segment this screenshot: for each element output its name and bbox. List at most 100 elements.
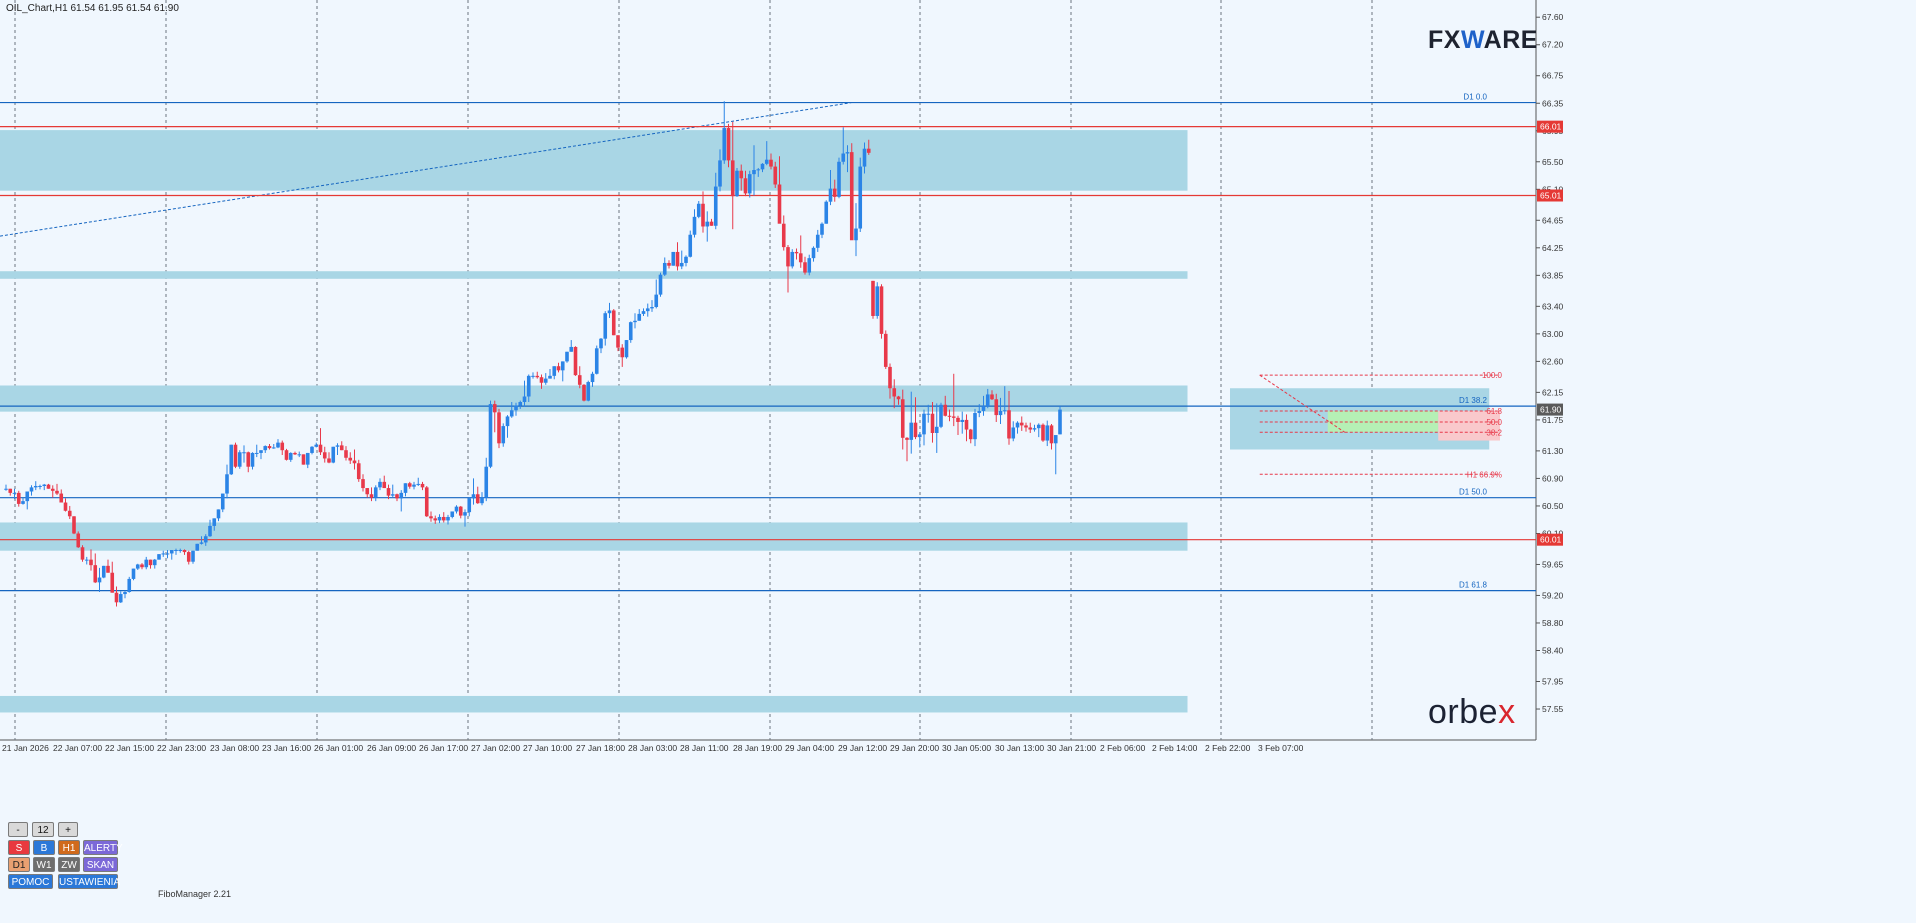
orbex-logo-part-a: orbe bbox=[1428, 693, 1499, 731]
level-label-6: D1 61.8 bbox=[1459, 581, 1488, 590]
zw-button[interactable]: ZW bbox=[58, 857, 80, 872]
y-tick-label-13: 62.15 bbox=[1542, 387, 1564, 397]
candle-body-8 bbox=[38, 485, 42, 487]
candle-body-139 bbox=[594, 348, 599, 374]
candle-body-211 bbox=[900, 399, 905, 438]
candle-body-190 bbox=[811, 247, 816, 259]
y-tick-label-16: 60.90 bbox=[1542, 473, 1564, 483]
buy-button[interactable]: B bbox=[33, 840, 55, 855]
candle-body-35 bbox=[152, 559, 157, 566]
candle-body-62 bbox=[267, 446, 272, 449]
candle-body-173 bbox=[739, 170, 744, 179]
candle-body-114 bbox=[488, 404, 493, 467]
candle-body-207 bbox=[883, 333, 888, 367]
candle-body-79 bbox=[339, 445, 344, 451]
candle-body-180 bbox=[769, 159, 773, 167]
price-badge-1 bbox=[1537, 189, 1563, 202]
candle-body-239 bbox=[1019, 422, 1024, 426]
candle-body-128 bbox=[548, 375, 552, 379]
x-tick-label-10: 27 Jan 10:00 bbox=[523, 743, 572, 753]
candle-body-105 bbox=[450, 511, 455, 517]
price-badge-3 bbox=[1537, 533, 1563, 546]
y-tick-label-6: 65.10 bbox=[1542, 184, 1564, 194]
decrease-button[interactable]: - bbox=[8, 822, 28, 837]
d1-button[interactable]: D1 bbox=[8, 857, 30, 872]
candle-body-149 bbox=[637, 313, 642, 321]
price-axis: 67.6067.2066.7566.3565.9565.5065.1064.65… bbox=[1536, 12, 1564, 714]
candle-body-21 bbox=[93, 565, 98, 583]
candle-body-90 bbox=[386, 488, 391, 496]
candle-body-238 bbox=[1015, 422, 1020, 428]
y-tick-label-21: 58.80 bbox=[1542, 618, 1564, 628]
candle-body-242 bbox=[1032, 428, 1037, 430]
candle-body-31 bbox=[135, 564, 140, 569]
price-badge-label-3: 60.01 bbox=[1540, 535, 1562, 545]
candle-body-34 bbox=[148, 559, 153, 566]
candle-body-188 bbox=[803, 262, 807, 273]
x-tick-label-0: 21 Jan 2026 bbox=[2, 743, 49, 753]
candle-body-56 bbox=[242, 452, 246, 454]
candle-body-148 bbox=[633, 320, 637, 323]
x-tick-label-2: 22 Jan 15:00 bbox=[105, 743, 154, 753]
candle-body-135 bbox=[577, 375, 582, 385]
y-tick-label-20: 59.20 bbox=[1542, 590, 1564, 600]
w1-button[interactable]: W1 bbox=[33, 857, 55, 872]
candle-body-193 bbox=[824, 201, 829, 224]
candle-body-247 bbox=[1053, 435, 1058, 444]
candle-body-232 bbox=[990, 394, 994, 400]
y-tick-label-3: 66.35 bbox=[1542, 98, 1564, 108]
y-tick-label-10: 63.40 bbox=[1542, 301, 1564, 311]
sell-button[interactable]: S bbox=[8, 840, 30, 855]
candle-body-201 bbox=[858, 166, 863, 229]
candle-body-107 bbox=[458, 506, 463, 516]
candle-body-163 bbox=[696, 203, 701, 217]
candle-body-117 bbox=[501, 426, 506, 444]
candle-body-166 bbox=[709, 221, 714, 226]
candle-body-141 bbox=[603, 313, 608, 339]
h1-button[interactable]: H1 bbox=[58, 840, 80, 855]
candle-body-23 bbox=[101, 565, 106, 578]
settings-button[interactable]: USTAWIENIA bbox=[58, 874, 120, 889]
candle-body-151 bbox=[645, 308, 650, 312]
help-button[interactable]: POMOC bbox=[8, 874, 53, 889]
time-axis: 21 Jan 2026 22 Jan 07:00 22 Jan 15:00 22 Ja… bbox=[2, 743, 1304, 753]
scan-button[interactable]: SKAN bbox=[83, 857, 118, 872]
candle-body-93 bbox=[399, 492, 404, 499]
candle-body-246 bbox=[1049, 425, 1054, 444]
candle-body-69 bbox=[297, 454, 302, 456]
candle-body-32 bbox=[140, 564, 144, 568]
value-display[interactable]: 12 bbox=[32, 822, 54, 837]
x-tick-label-5: 23 Jan 16:00 bbox=[262, 743, 311, 753]
candle-body-216 bbox=[922, 413, 926, 435]
candle-body-237 bbox=[1011, 427, 1016, 439]
candle-body-106 bbox=[454, 506, 459, 512]
candle-body-26 bbox=[114, 592, 119, 603]
candle-body-228 bbox=[973, 413, 977, 440]
x-tick-label-3: 22 Jan 23:00 bbox=[157, 743, 206, 753]
candle-body-3 bbox=[16, 492, 21, 504]
candle-body-29 bbox=[127, 578, 132, 592]
y-tick-label-17: 60.50 bbox=[1542, 501, 1564, 511]
fxware-logo-part-b: W bbox=[1460, 26, 1484, 54]
x-tick-label-12: 28 Jan 03:00 bbox=[628, 743, 677, 753]
candle-body-156 bbox=[667, 262, 671, 266]
candle-body-229 bbox=[977, 410, 982, 414]
candle-body-183 bbox=[781, 223, 786, 248]
alerts-button[interactable]: ALERTY bbox=[83, 840, 123, 855]
zone-4 bbox=[0, 695, 1188, 713]
candle-body-172 bbox=[735, 170, 739, 197]
candle-body-224 bbox=[956, 417, 960, 422]
candle-body-130 bbox=[556, 366, 561, 371]
version-label: FiboManager 2.21 bbox=[158, 889, 232, 899]
candle-body-147 bbox=[628, 322, 633, 341]
candle-body-108 bbox=[463, 512, 467, 516]
increase-button[interactable]: + bbox=[58, 822, 78, 837]
fib-layer: 100.0 61.8 50.038.2 H1 66.9% bbox=[1259, 371, 1503, 479]
candle-body-52 bbox=[225, 474, 229, 494]
candle-body-187 bbox=[798, 253, 803, 263]
candle-body-47 bbox=[203, 536, 208, 543]
candle-body-87 bbox=[373, 487, 378, 498]
candle-body-53 bbox=[229, 444, 234, 475]
candle-body-6 bbox=[29, 487, 34, 492]
